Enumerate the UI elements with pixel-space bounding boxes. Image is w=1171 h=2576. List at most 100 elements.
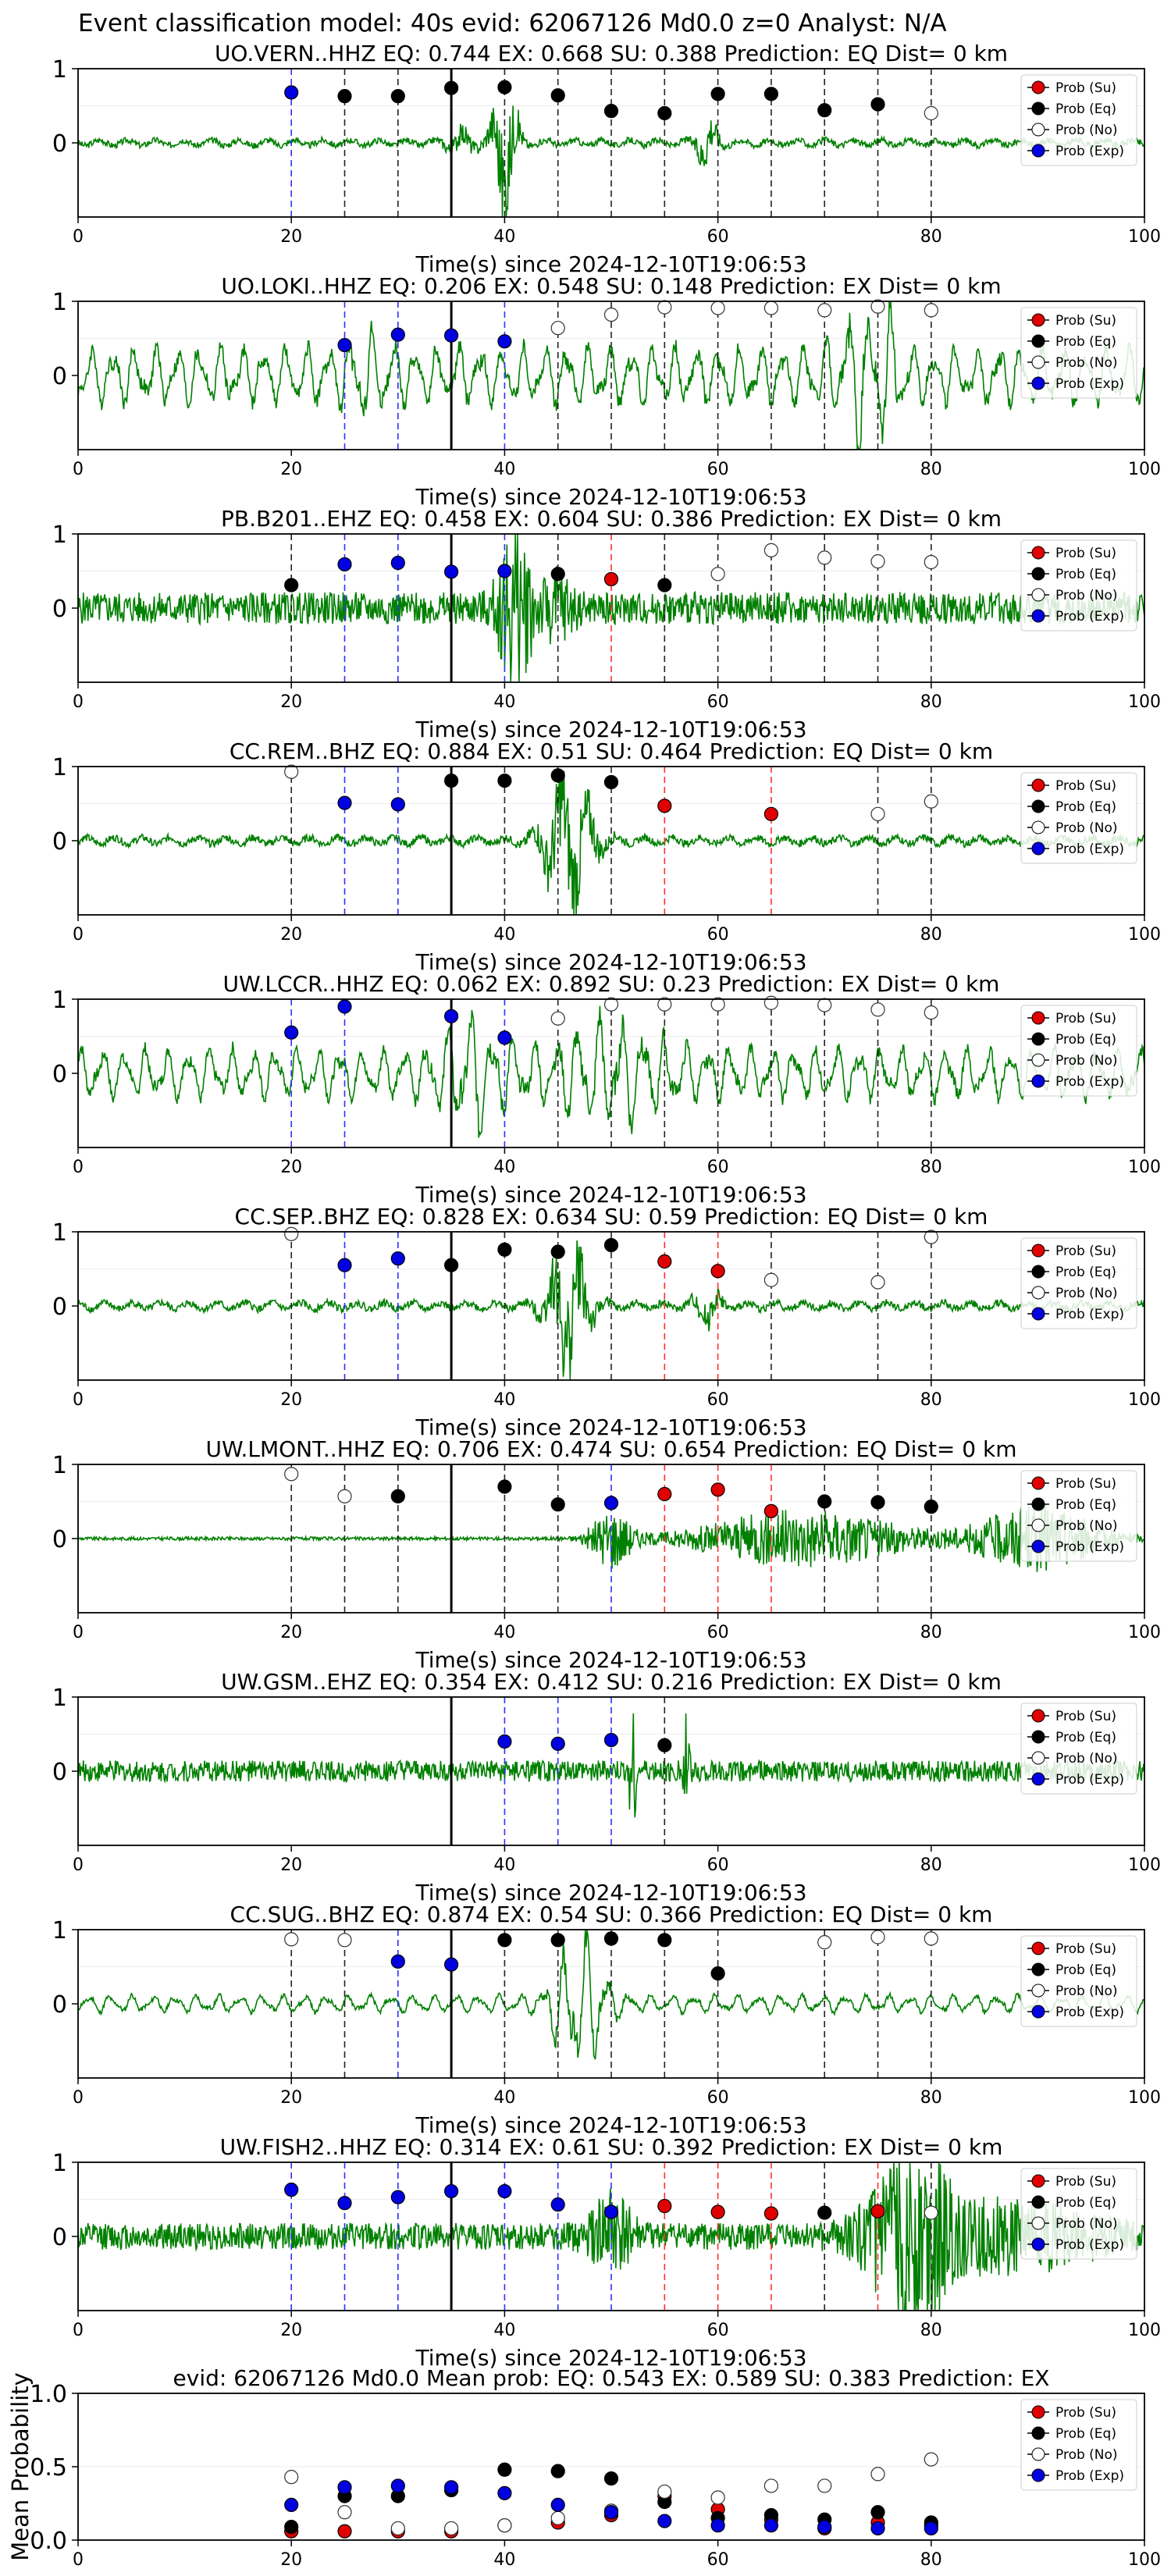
- legend-marker-no: [1031, 2216, 1045, 2230]
- legend-marker-su: [1031, 313, 1045, 327]
- prob-point-eq: [443, 773, 459, 788]
- prob-point-eq: [497, 80, 512, 94]
- legend-marker-eq: [1031, 101, 1045, 116]
- legend-marker-su: [1031, 1244, 1045, 1258]
- mean-point-ex: [390, 2478, 405, 2493]
- legend-marker-su: [1031, 2174, 1045, 2188]
- prob-point-ex: [390, 797, 405, 812]
- legend-marker-su: [1031, 80, 1045, 94]
- legend-label-su: Prob (Su): [1055, 546, 1116, 561]
- prob-point-no: [817, 998, 832, 1012]
- x-axis-label: Time(s) since 2024-12-10T19:06:53: [415, 1880, 806, 1905]
- legend-label-no: Prob (No): [1055, 1751, 1118, 1767]
- prob-point-eq: [657, 1738, 672, 1752]
- mean-point-no: [817, 2478, 832, 2493]
- legend-label-su: Prob (Su): [1055, 80, 1116, 96]
- y-tick-label: 0: [52, 828, 67, 856]
- legend-label-ex: Prob (Exp): [1055, 144, 1124, 159]
- y-tick-label: 0.5: [30, 2454, 67, 2482]
- legend-marker-no: [1031, 820, 1045, 834]
- legend-box: [1020, 1237, 1137, 1329]
- x-tick-label: 40: [493, 1856, 515, 1875]
- y-tick-label: 1: [52, 2150, 67, 2177]
- prob-point-eq: [870, 1495, 885, 1510]
- prob-point-eq: [763, 87, 779, 101]
- panel-title: PB.B201..EHZ EQ: 0.458 EX: 0.604 SU: 0.3…: [221, 506, 1002, 532]
- x-tick-label: 20: [280, 2321, 302, 2340]
- prob-point-ex: [603, 1733, 619, 1748]
- x-tick-label: 20: [280, 2088, 302, 2108]
- prob-point-no: [284, 1226, 299, 1241]
- legend-label-eq: Prob (Eq): [1055, 1265, 1116, 1280]
- x-tick-label: 0: [73, 2321, 84, 2340]
- prob-point-su: [603, 571, 619, 587]
- x-tick-label: 60: [707, 692, 729, 712]
- legend-box: [1020, 539, 1137, 632]
- prob-point-no: [870, 1930, 885, 1944]
- prob-point-eq: [657, 578, 672, 592]
- plot-frame: [77, 2393, 1145, 2541]
- prob-point-eq: [497, 1242, 512, 1257]
- prob-point-eq: [497, 773, 512, 788]
- x-tick-label: 80: [920, 460, 942, 479]
- prob-point-no: [763, 995, 779, 1010]
- legend-label-no: Prob (No): [1055, 1984, 1118, 1999]
- x-tick-label: 20: [280, 2550, 302, 2570]
- prob-point-eq: [550, 567, 565, 582]
- legend-marker-eq: [1031, 334, 1045, 348]
- prob-point-ex: [497, 1734, 512, 1749]
- legend-marker-eq: [1031, 2426, 1045, 2440]
- mean-point-ex: [443, 2480, 459, 2495]
- x-tick-label: 20: [280, 1390, 302, 1410]
- prob-point-no: [337, 1933, 352, 1948]
- station-panel: PB.B201..EHZ EQ: 0.458 EX: 0.604 SU: 0.3…: [52, 506, 1161, 742]
- prob-point-su: [763, 2206, 779, 2221]
- prob-point-su: [657, 799, 672, 813]
- x-tick-label: 40: [493, 925, 515, 945]
- mean-point-ex: [870, 2521, 885, 2536]
- prob-point-ex: [337, 1258, 352, 1272]
- legend-box: [1020, 1935, 1137, 2027]
- prob-point-eq: [550, 1497, 565, 1512]
- prob-point-ex: [550, 1736, 565, 1751]
- prob-point-ex: [497, 564, 512, 578]
- prob-point-eq: [603, 1237, 619, 1253]
- x-tick-label: 40: [493, 227, 515, 247]
- x-tick-label: 100: [1128, 1158, 1161, 1177]
- prob-point-ex: [337, 557, 352, 572]
- x-axis-label: Time(s) since 2024-12-10T19:06:53: [415, 251, 806, 277]
- legend-marker-ex: [1031, 1074, 1045, 1088]
- x-tick-label: 100: [1128, 2550, 1161, 2570]
- legend-label-su: Prob (Su): [1055, 1011, 1116, 1026]
- panel-title: UW.LMONT..HHZ EQ: 0.706 EX: 0.474 SU: 0.…: [206, 1436, 1017, 1462]
- x-tick-label: 60: [707, 1623, 729, 1642]
- prob-point-no: [870, 554, 885, 569]
- prob-point-ex: [443, 328, 459, 343]
- x-tick-label: 40: [493, 1390, 515, 1410]
- prob-point-no: [284, 1467, 299, 1482]
- mean-point-no: [443, 2521, 459, 2536]
- prob-point-no: [924, 105, 938, 121]
- y-tick-label: 0: [52, 363, 67, 390]
- x-axis-label: Time(s) since 2024-12-10T19:06:53: [415, 1647, 806, 1673]
- x-tick-label: 60: [707, 1158, 729, 1177]
- prob-point-eq: [657, 105, 672, 121]
- x-axis-label: Time(s) since 2024-12-10T19:06:53: [415, 2345, 806, 2371]
- prob-point-su: [870, 2204, 885, 2218]
- x-tick-label: 100: [1128, 925, 1161, 945]
- legend-marker-no: [1031, 1286, 1045, 1300]
- x-tick-label: 60: [707, 2321, 729, 2340]
- prob-point-no: [284, 764, 299, 779]
- legend-label-eq: Prob (Eq): [1055, 1032, 1116, 1048]
- x-tick-label: 20: [280, 227, 302, 247]
- mean-point-ex: [284, 2497, 299, 2512]
- prob-point-eq: [817, 2205, 832, 2220]
- legend-label-eq: Prob (Eq): [1055, 2426, 1116, 2442]
- x-axis-label: Time(s) since 2024-12-10T19:06:53: [415, 1414, 806, 1440]
- prob-point-no: [657, 300, 672, 315]
- prob-point-eq: [284, 578, 299, 592]
- station-panel: UW.GSM..EHZ EQ: 0.354 EX: 0.412 SU: 0.21…: [52, 1669, 1161, 1905]
- prob-point-ex: [550, 2197, 565, 2212]
- prob-point-su: [763, 806, 779, 821]
- station-panel: UW.FISH2..HHZ EQ: 0.314 EX: 0.61 SU: 0.3…: [52, 2134, 1161, 2371]
